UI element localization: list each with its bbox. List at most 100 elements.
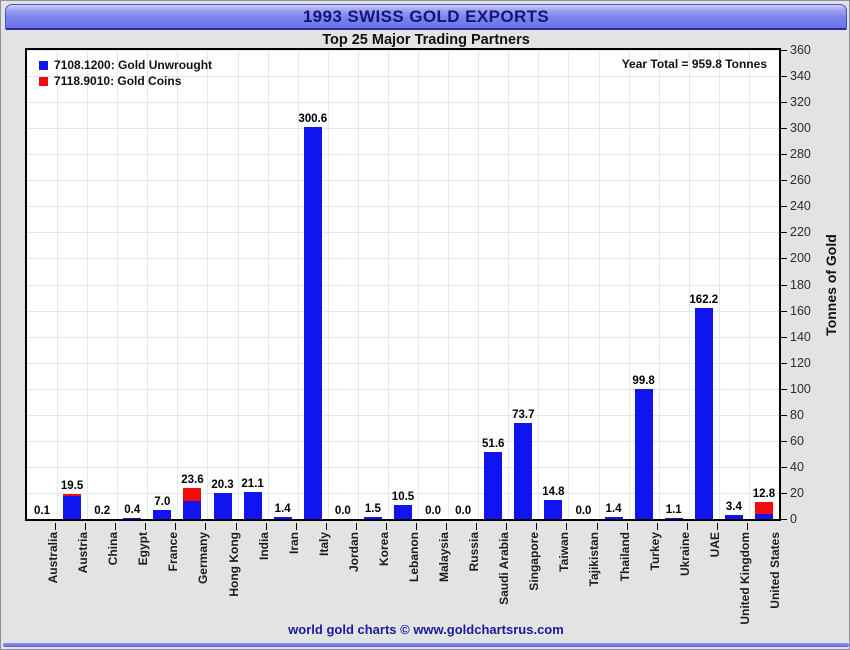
x-axis-tick [85,523,86,530]
gridline-vertical [629,50,630,519]
bar-singapore[interactable] [514,423,533,519]
y-axis-tick-label: 200 [790,251,811,266]
bar-value-label: 0.0 [425,505,442,517]
bar-austria[interactable] [63,493,82,519]
bar-value-label: 0.4 [124,504,141,517]
bar-value-label: 0.0 [334,505,351,517]
bar-value-label: 19.5 [60,479,84,492]
bar-taiwan[interactable] [544,499,563,519]
x-axis-tick [566,523,567,530]
gridline-vertical [599,50,600,519]
gridline-horizontal [27,440,779,442]
bar-segment-unwrought [664,517,683,519]
legend-swatch-unwrought [39,60,48,70]
chart-subtitle: Top 25 Major Trading Partners [322,32,530,48]
window-bottom-bar [3,643,849,647]
x-axis-label-text: Lebanon [407,532,421,582]
bar-segment-unwrought [634,388,653,519]
gridline-vertical [147,50,148,519]
x-axis-label-text: Tajikistan [587,532,602,587]
y-axis-tick-label: 320 [790,95,811,110]
x-axis-label-text: Saudi Arabia [497,532,512,605]
gridline-horizontal [27,362,779,364]
x-axis-tick [536,523,537,530]
bar-segment-unwrought [754,513,773,519]
footer-credit: world gold charts © www.goldchartsrus.co… [288,622,564,637]
bar-ukraine[interactable] [664,517,683,519]
bar-value-label: 23.6 [181,474,204,487]
gridline-vertical [478,50,479,519]
y-axis-tick-label: 280 [790,147,811,162]
bar-value-label: 162.2 [689,293,719,306]
bar-iran[interactable] [273,517,292,519]
gridline-vertical [749,50,750,519]
gridline-horizontal [27,336,779,338]
gridline-vertical [238,50,239,519]
x-axis-label-text: Australia [46,532,61,584]
gridline-horizontal [27,102,779,104]
bar-italy[interactable] [303,127,322,519]
y-axis-tick [781,310,787,312]
bar-turkey[interactable] [634,388,653,519]
bar-segment-unwrought [514,423,533,519]
gridline-vertical [177,50,178,519]
bar-united-kingdom[interactable] [724,514,743,519]
bar-segment-coins [63,493,82,497]
bar-segment-unwrought [183,501,202,519]
legend-label-coins: 7118.9010: Gold Coins [54,74,182,88]
x-axis-tick [687,523,688,530]
x-axis: Australia Austria China Egypt France Germany H… [25,523,782,625]
x-axis-tick [266,523,267,530]
gridline-vertical [388,50,389,519]
x-axis-tick [657,523,658,530]
bar-uae[interactable] [694,307,713,519]
bar-france[interactable] [153,509,172,519]
gridline-horizontal [27,466,779,468]
bar-value-label: 1.4 [605,503,622,516]
gridline-horizontal [27,50,779,51]
gridline-horizontal [27,154,779,156]
bar-saudi-arabia[interactable] [484,451,503,519]
bar-value-label: 99.8 [632,374,655,387]
gridline-horizontal [27,76,779,78]
bar-value-label: 0.0 [455,505,472,517]
y-axis-tick [781,232,787,234]
bar-egypt[interactable] [123,518,142,519]
bar-segment-unwrought [694,307,713,519]
gridline-horizontal [27,414,779,416]
gridline-vertical [57,50,58,519]
y-axis-tick [781,180,787,182]
y-axis-tick-label: 260 [790,173,811,188]
x-axis-label-text: Iran [286,532,301,555]
x-axis-tick [356,523,357,530]
y-axis-tick [781,466,787,468]
y-axis-tick [781,519,787,520]
y-axis-tick-label: 60 [790,433,804,448]
gridline-horizontal [27,310,779,312]
chart-plot-frame: 0.1 19.5 0.2 0.4 7.0 23.6 20.3 21.1 1.4 300.6 0.0 1… [25,48,781,521]
y-axis-tick-label: 140 [790,329,811,344]
bar-korea[interactable] [363,517,382,519]
x-axis-label-text: Turkey [647,532,662,571]
bar-thailand[interactable] [604,517,623,519]
x-axis-tick [55,523,56,530]
bar-germany[interactable] [183,488,202,519]
gridline-vertical [568,50,569,519]
x-axis-label-text: Malaysia [437,532,452,583]
x-axis-label-text: UAE [707,532,722,558]
x-axis-tick [296,523,297,530]
bar-value-label: 1.5 [364,503,381,516]
bar-lebanon[interactable] [394,505,412,519]
bar-hong-kong[interactable] [213,492,232,519]
gridline-horizontal [27,206,779,208]
y-axis-tick-label: 20 [790,485,804,500]
bar-india[interactable] [243,491,262,519]
bar-segment-unwrought [544,499,563,519]
bar-segment-coins [754,502,773,514]
bar-segment-unwrought [484,451,503,519]
bar-value-label: 73.7 [512,409,535,421]
bar-united-states[interactable] [754,502,773,519]
x-axis-tick [386,523,387,530]
x-axis-tick [597,523,598,530]
y-axis-tick [781,336,787,338]
